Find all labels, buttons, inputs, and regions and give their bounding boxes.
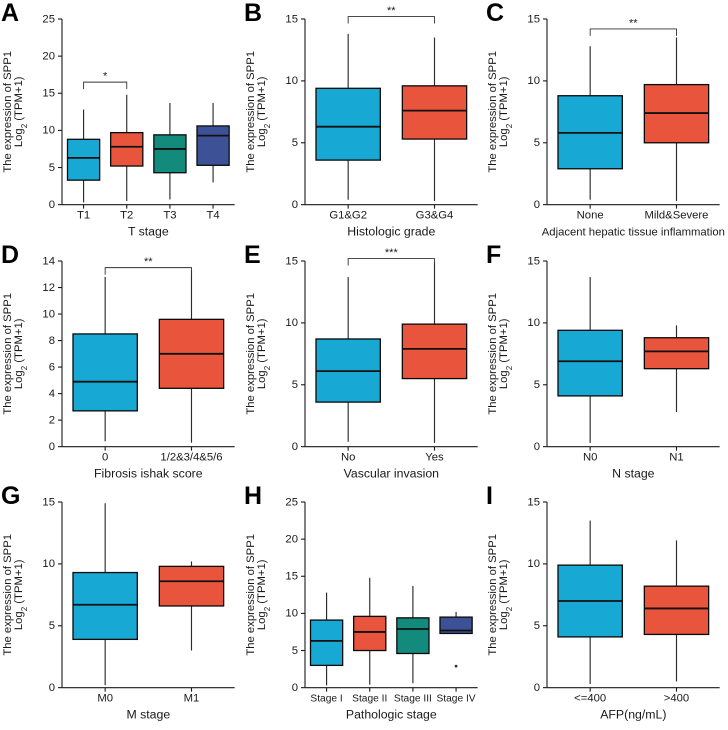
svg-text:M stage: M stage [126,708,170,722]
svg-text:<=400: <=400 [574,693,606,705]
svg-text:5: 5 [291,137,297,149]
svg-text:0: 0 [49,682,55,694]
svg-text:Log2 (TPM+1): Log2 (TPM+1) [13,318,29,389]
svg-text:A: A [1,0,19,27]
svg-text:Stage III: Stage III [394,694,432,705]
svg-text:G1&G2: G1&G2 [329,210,367,222]
svg-text:25: 25 [42,13,55,25]
svg-text:N0: N0 [583,451,597,463]
svg-text:10: 10 [285,75,298,87]
svg-text:None: None [577,210,604,222]
svg-text:Vascular invasion: Vascular invasion [343,466,439,480]
svg-text:0: 0 [102,451,108,463]
svg-text:15: 15 [42,88,55,100]
svg-text:T3: T3 [163,210,176,222]
svg-text:Log2 (TPM+1): Log2 (TPM+1) [256,560,272,631]
svg-text:Histologic grade: Histologic grade [347,225,435,239]
svg-text:4: 4 [49,388,55,400]
svg-text:14: 14 [42,255,55,267]
svg-text:10: 10 [528,75,541,87]
svg-text:5: 5 [291,379,297,391]
svg-text:25: 25 [285,497,298,509]
svg-text:6: 6 [49,361,55,373]
svg-text:2: 2 [49,414,55,426]
svg-text:Fibrosis ishak score: Fibrosis ishak score [94,466,203,480]
svg-text:No: No [341,451,355,463]
svg-text:0: 0 [534,199,540,211]
svg-text:Log2 (TPM+1): Log2 (TPM+1) [498,76,514,147]
svg-text:Log2 (TPM+1): Log2 (TPM+1) [498,318,514,389]
svg-text:20: 20 [42,50,55,62]
svg-text:T4: T4 [206,210,219,222]
svg-text:F: F [486,242,501,269]
svg-text:5: 5 [534,137,540,149]
svg-text:10: 10 [42,308,55,320]
svg-text:Log2 (TPM+1): Log2 (TPM+1) [13,76,29,147]
svg-text:>400: >400 [664,693,689,705]
svg-text:5: 5 [49,620,55,632]
svg-text:Log2 (TPM+1): Log2 (TPM+1) [498,560,514,631]
svg-text:G3&G4: G3&G4 [415,210,453,222]
svg-text:T2: T2 [120,210,133,222]
svg-text:0: 0 [49,199,55,211]
svg-text:N1: N1 [670,451,684,463]
svg-text:G: G [1,483,20,510]
svg-text:Log2 (TPM+1): Log2 (TPM+1) [13,560,29,631]
svg-text:D: D [1,242,19,269]
svg-text:8: 8 [49,335,55,347]
svg-text:0: 0 [49,441,55,453]
svg-text:15: 15 [528,255,541,267]
svg-text:0: 0 [534,441,540,453]
svg-text:15: 15 [285,13,298,25]
svg-text:**: ** [144,256,153,268]
svg-text:Stage IV: Stage IV [436,694,475,705]
svg-text:15: 15 [285,255,298,267]
svg-text:Stage I: Stage I [310,694,342,705]
svg-text:Log2 (TPM+1): Log2 (TPM+1) [256,318,272,389]
svg-text:**: ** [387,5,396,17]
svg-text:0: 0 [291,441,297,453]
svg-text:E: E [244,242,261,269]
svg-text:T stage: T stage [128,225,169,239]
svg-text:5: 5 [534,379,540,391]
svg-text:5: 5 [49,162,55,174]
svg-text:I: I [486,483,493,510]
svg-text:C: C [486,0,504,27]
svg-text:12: 12 [42,281,55,293]
svg-text:Yes: Yes [425,451,444,463]
svg-text:***: *** [385,247,399,259]
svg-text:0: 0 [534,682,540,694]
svg-text:M0: M0 [97,693,113,705]
svg-text:1/2&3/4&5/6: 1/2&3/4&5/6 [160,451,222,463]
svg-text:M1: M1 [184,693,200,705]
svg-text:10: 10 [285,608,298,620]
svg-text:AFP(ng/mL): AFP(ng/mL) [601,708,667,722]
svg-text:20: 20 [285,534,298,546]
svg-text:5: 5 [534,620,540,632]
svg-text:Adjacent hepatic tissue inflam: Adjacent hepatic tissue inflammation [542,227,725,239]
svg-text:0: 0 [291,682,297,694]
svg-text:H: H [244,483,262,510]
svg-text:Stage II: Stage II [352,694,387,705]
svg-text:15: 15 [42,497,55,509]
svg-text:**: ** [629,17,638,29]
svg-text:5: 5 [291,645,297,657]
svg-text:Pathologic stage: Pathologic stage [346,708,437,722]
svg-text:10: 10 [528,317,541,329]
svg-text:10: 10 [42,125,55,137]
svg-text:10: 10 [42,559,55,571]
svg-text:Mild&Severe: Mild&Severe [645,210,709,222]
svg-text:T1: T1 [77,210,90,222]
svg-text:B: B [244,0,262,27]
svg-text:10: 10 [285,317,298,329]
svg-text:0: 0 [291,199,297,211]
svg-text:10: 10 [528,559,541,571]
svg-text:15: 15 [528,13,541,25]
svg-text:15: 15 [285,571,298,583]
svg-text:*: * [103,71,108,83]
svg-text:N stage: N stage [612,466,654,480]
svg-text:Log2 (TPM+1): Log2 (TPM+1) [256,76,272,147]
svg-text:15: 15 [528,497,541,509]
